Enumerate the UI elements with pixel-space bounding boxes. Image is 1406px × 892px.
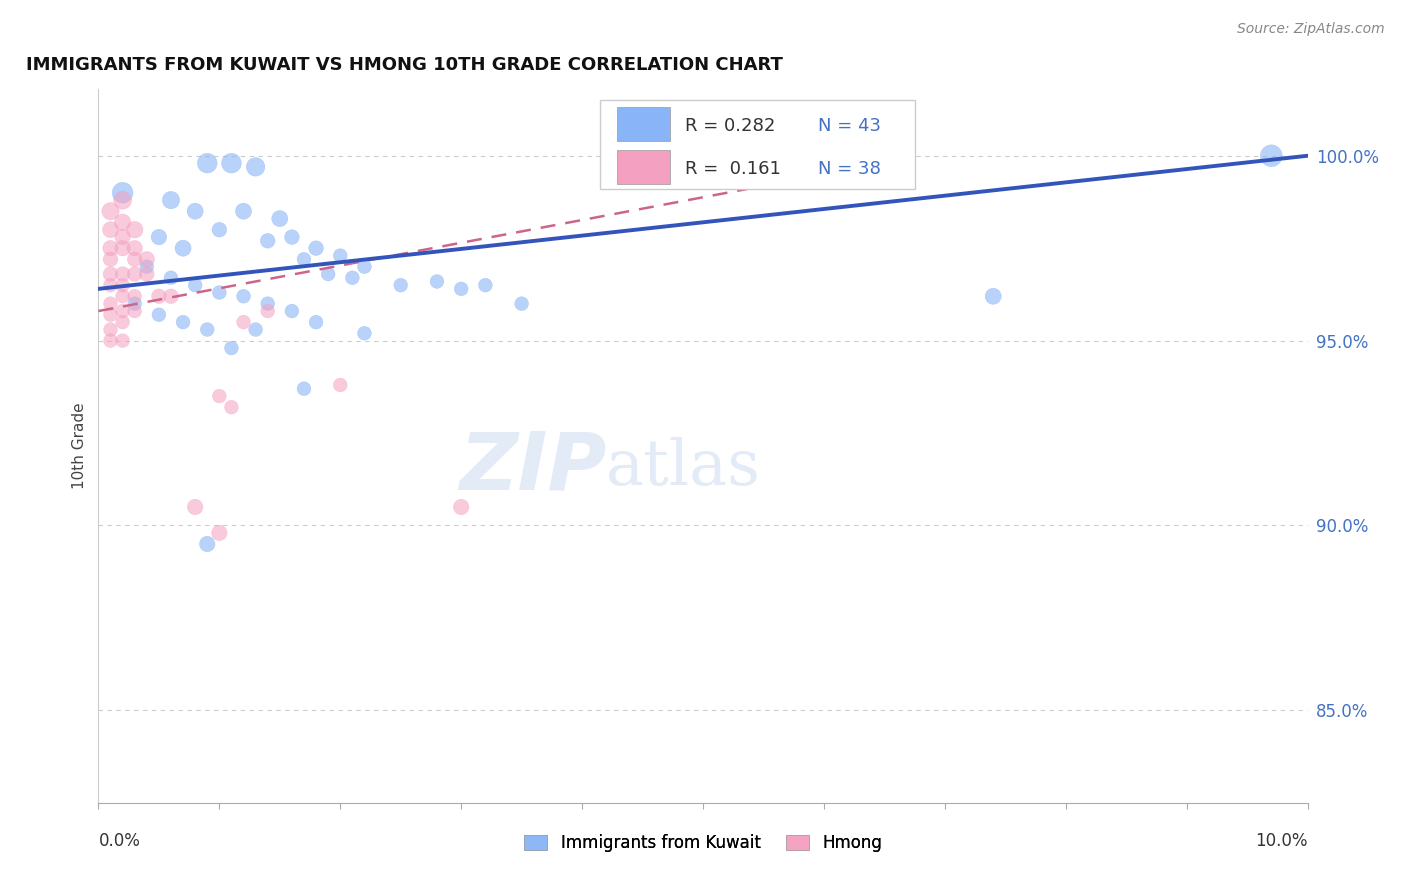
Point	[474, 278, 496, 293]
Point	[208, 525, 231, 540]
Point	[195, 156, 218, 170]
Point	[981, 289, 1004, 303]
Point	[208, 285, 231, 300]
Point	[111, 334, 134, 348]
Point	[100, 296, 122, 310]
Text: IMMIGRANTS FROM KUWAIT VS HMONG 10TH GRADE CORRELATION CHART: IMMIGRANTS FROM KUWAIT VS HMONG 10TH GRA…	[25, 56, 783, 74]
Point	[305, 241, 328, 255]
FancyBboxPatch shape	[617, 150, 671, 184]
Point	[160, 193, 183, 207]
Point	[111, 289, 134, 303]
Point	[100, 241, 122, 255]
Point	[100, 204, 122, 219]
Text: R =  0.161: R = 0.161	[685, 161, 780, 178]
Point	[148, 230, 170, 244]
Point	[124, 304, 146, 318]
Point	[426, 275, 449, 289]
Point	[100, 252, 122, 267]
Point	[124, 252, 146, 267]
Point	[353, 260, 375, 274]
Point	[269, 211, 291, 226]
Point	[124, 289, 146, 303]
Point	[221, 156, 243, 170]
Point	[232, 204, 254, 219]
Point	[208, 389, 231, 403]
Point	[353, 326, 375, 341]
Point	[232, 315, 254, 329]
Text: N = 43: N = 43	[818, 118, 882, 136]
Point	[342, 270, 364, 285]
Point	[184, 204, 207, 219]
Point	[111, 304, 134, 318]
Point	[256, 296, 278, 310]
Legend: Immigrants from Kuwait, Hmong: Immigrants from Kuwait, Hmong	[517, 828, 889, 859]
Point	[450, 500, 472, 514]
Point	[100, 334, 122, 348]
Point	[195, 322, 218, 336]
Text: ZIP: ZIP	[458, 428, 606, 507]
Text: Source: ZipAtlas.com: Source: ZipAtlas.com	[1237, 22, 1385, 37]
Point	[124, 296, 146, 310]
Point	[292, 382, 315, 396]
Point	[124, 241, 146, 255]
Point	[135, 267, 157, 281]
Point	[111, 241, 134, 255]
Point	[281, 230, 304, 244]
Point	[232, 289, 254, 303]
Point	[160, 289, 183, 303]
Text: 10.0%: 10.0%	[1256, 832, 1308, 850]
Point	[245, 322, 267, 336]
Point	[389, 278, 412, 293]
Point	[100, 267, 122, 281]
Point	[256, 234, 278, 248]
Point	[184, 500, 207, 514]
Point	[124, 267, 146, 281]
Point	[172, 241, 194, 255]
Text: R = 0.282: R = 0.282	[685, 118, 775, 136]
Point	[124, 223, 146, 237]
Point	[256, 304, 278, 318]
Point	[135, 260, 157, 274]
Point	[135, 252, 157, 267]
Point	[160, 270, 183, 285]
Point	[316, 267, 339, 281]
Point	[172, 315, 194, 329]
Point	[329, 249, 352, 263]
Point	[195, 537, 218, 551]
Point	[221, 400, 243, 414]
Point	[100, 308, 122, 322]
Point	[148, 289, 170, 303]
Point	[111, 186, 134, 200]
Point	[1260, 149, 1282, 163]
FancyBboxPatch shape	[617, 107, 671, 142]
FancyBboxPatch shape	[600, 100, 915, 189]
Text: 0.0%: 0.0%	[98, 832, 141, 850]
Point	[450, 282, 472, 296]
Point	[281, 304, 304, 318]
Point	[148, 308, 170, 322]
Text: N = 38: N = 38	[818, 161, 880, 178]
Point	[292, 252, 315, 267]
Point	[111, 267, 134, 281]
Point	[221, 341, 243, 355]
Text: atlas: atlas	[606, 437, 761, 498]
Point	[111, 278, 134, 293]
Point	[111, 193, 134, 207]
Point	[245, 160, 267, 174]
Point	[100, 223, 122, 237]
Point	[100, 278, 122, 293]
Point	[184, 278, 207, 293]
Point	[111, 315, 134, 329]
Point	[111, 215, 134, 229]
Point	[100, 322, 122, 336]
Point	[510, 296, 533, 310]
Point	[111, 230, 134, 244]
Y-axis label: 10th Grade: 10th Grade	[72, 402, 87, 490]
Point	[208, 223, 231, 237]
Point	[329, 378, 352, 392]
Point	[305, 315, 328, 329]
